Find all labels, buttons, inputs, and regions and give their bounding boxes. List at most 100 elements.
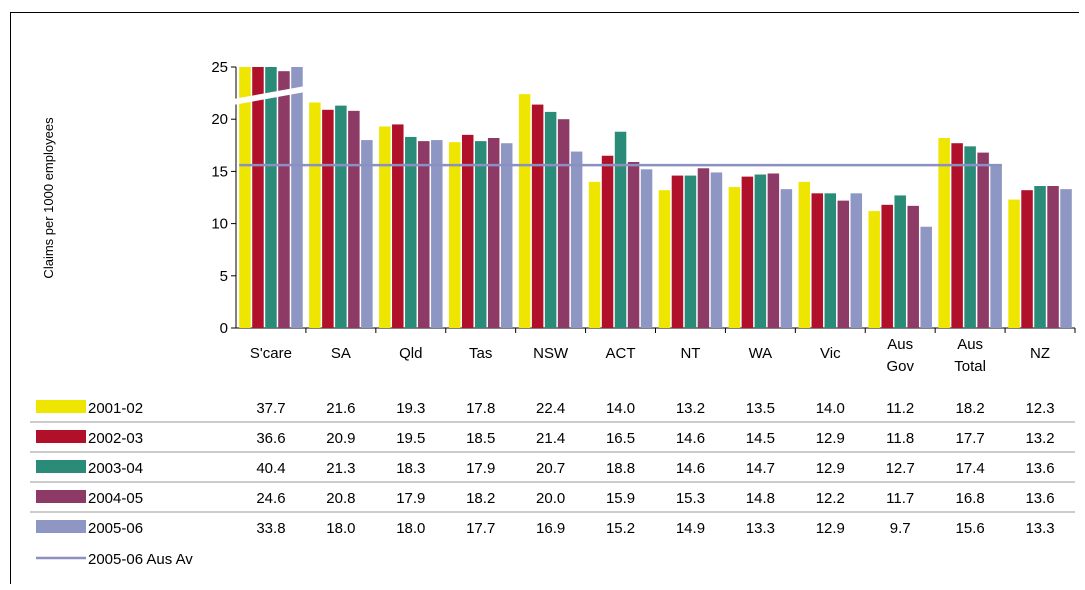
bar (418, 141, 430, 328)
bar (767, 173, 780, 328)
bar (431, 140, 443, 328)
data-table-value: 13.3 (1025, 520, 1054, 537)
data-table-value: 20.0 (536, 490, 565, 507)
x-category-label: Aus (957, 336, 983, 353)
data-table-value: 15.2 (606, 520, 635, 537)
data-table-value: 20.9 (326, 430, 355, 447)
data-table-value: 13.6 (1025, 490, 1054, 507)
bar (239, 67, 251, 328)
data-table-value: 18.3 (396, 460, 425, 477)
legend-swatch (36, 430, 86, 443)
bar (544, 111, 557, 328)
bar (658, 190, 671, 328)
x-category-label: Aus (887, 336, 913, 353)
data-table-value: 15.3 (676, 490, 705, 507)
data-table-value: 17.9 (466, 460, 495, 477)
data-table-value: 18.0 (326, 520, 355, 537)
bar (461, 134, 474, 328)
data-table-value: 40.4 (256, 460, 285, 477)
bar (741, 176, 754, 328)
data-table-value: 18.8 (606, 460, 635, 477)
bar (557, 119, 570, 328)
data-table-value: 14.0 (816, 400, 845, 417)
data-table-value: 17.4 (956, 460, 985, 477)
bar (951, 143, 963, 328)
bar (824, 193, 837, 328)
bar (697, 168, 710, 328)
data-table-value: 9.7 (890, 520, 911, 537)
legend-label: 2001-02 (88, 400, 143, 417)
data-table-value: 16.5 (606, 430, 635, 447)
data-table-value: 17.7 (956, 430, 985, 447)
bar (728, 187, 741, 328)
data-table-value: 18.2 (466, 490, 495, 507)
data-table-value: 20.8 (326, 490, 355, 507)
data-table-value: 11.8 (886, 430, 914, 447)
bar (588, 181, 601, 328)
data-table-value: 19.5 (396, 430, 425, 447)
data-table-value: 13.2 (1025, 430, 1054, 447)
bar (278, 71, 290, 329)
bar (1008, 199, 1020, 328)
data-table-value: 14.9 (676, 520, 705, 537)
bar (322, 109, 334, 328)
legend-swatch (36, 520, 86, 533)
x-category-label: WA (749, 345, 773, 362)
bar (780, 189, 793, 328)
data-table-value: 33.8 (256, 520, 285, 537)
bar (570, 151, 583, 328)
bar (1034, 186, 1046, 328)
data-table-value: 12.3 (1025, 400, 1054, 417)
y-axis-title: Claims per 1000 employees (41, 117, 56, 279)
x-category-label: NSW (533, 345, 569, 362)
bar (1021, 190, 1033, 328)
data-table-value: 37.7 (256, 400, 285, 417)
bar (335, 105, 347, 329)
bar (627, 162, 640, 328)
bar (671, 175, 684, 328)
bar (448, 142, 461, 328)
data-table-value: 11.2 (886, 400, 914, 417)
x-category-label: SA (331, 345, 351, 362)
axis-break-mark (233, 85, 311, 105)
bar (938, 137, 950, 328)
y-tick-label: 10 (211, 216, 228, 233)
x-category-label: Qld (399, 345, 422, 362)
data-table-value: 13.5 (746, 400, 775, 417)
bar (500, 143, 513, 328)
data-table-value: 15.9 (606, 490, 635, 507)
data-table-value: 14.5 (746, 430, 775, 447)
data-table-value: 18.0 (396, 520, 425, 537)
bar (881, 204, 893, 328)
data-table-value: 14.7 (746, 460, 775, 477)
legend-swatch (36, 490, 86, 503)
data-table-value: 18.5 (466, 430, 495, 447)
bar (710, 172, 723, 328)
legend-label: 2005-06 Aus Av (88, 551, 193, 568)
bar (907, 205, 919, 328)
bar (964, 146, 976, 328)
bar (361, 140, 373, 328)
bar (405, 136, 417, 328)
y-tick-label: 20 (211, 111, 228, 128)
data-table-value: 16.9 (536, 520, 565, 537)
data-table-value: 13.2 (676, 400, 705, 417)
legend-swatch (36, 460, 86, 473)
bar (392, 124, 404, 328)
y-tick-label: 25 (211, 59, 228, 76)
bar (850, 193, 863, 328)
bar (684, 175, 697, 328)
bar (614, 131, 627, 328)
data-table-value: 16.8 (956, 490, 985, 507)
x-category-label: S'care (250, 345, 292, 362)
bar (811, 193, 824, 328)
legend-label: 2004-05 (88, 490, 143, 507)
data-table-value: 21.4 (536, 430, 565, 447)
y-tick-label: 15 (211, 163, 228, 180)
bar (754, 174, 767, 328)
data-table-value: 12.2 (816, 490, 845, 507)
data-table-value: 14.8 (746, 490, 775, 507)
bar (868, 211, 880, 328)
data-table-value: 24.6 (256, 490, 285, 507)
